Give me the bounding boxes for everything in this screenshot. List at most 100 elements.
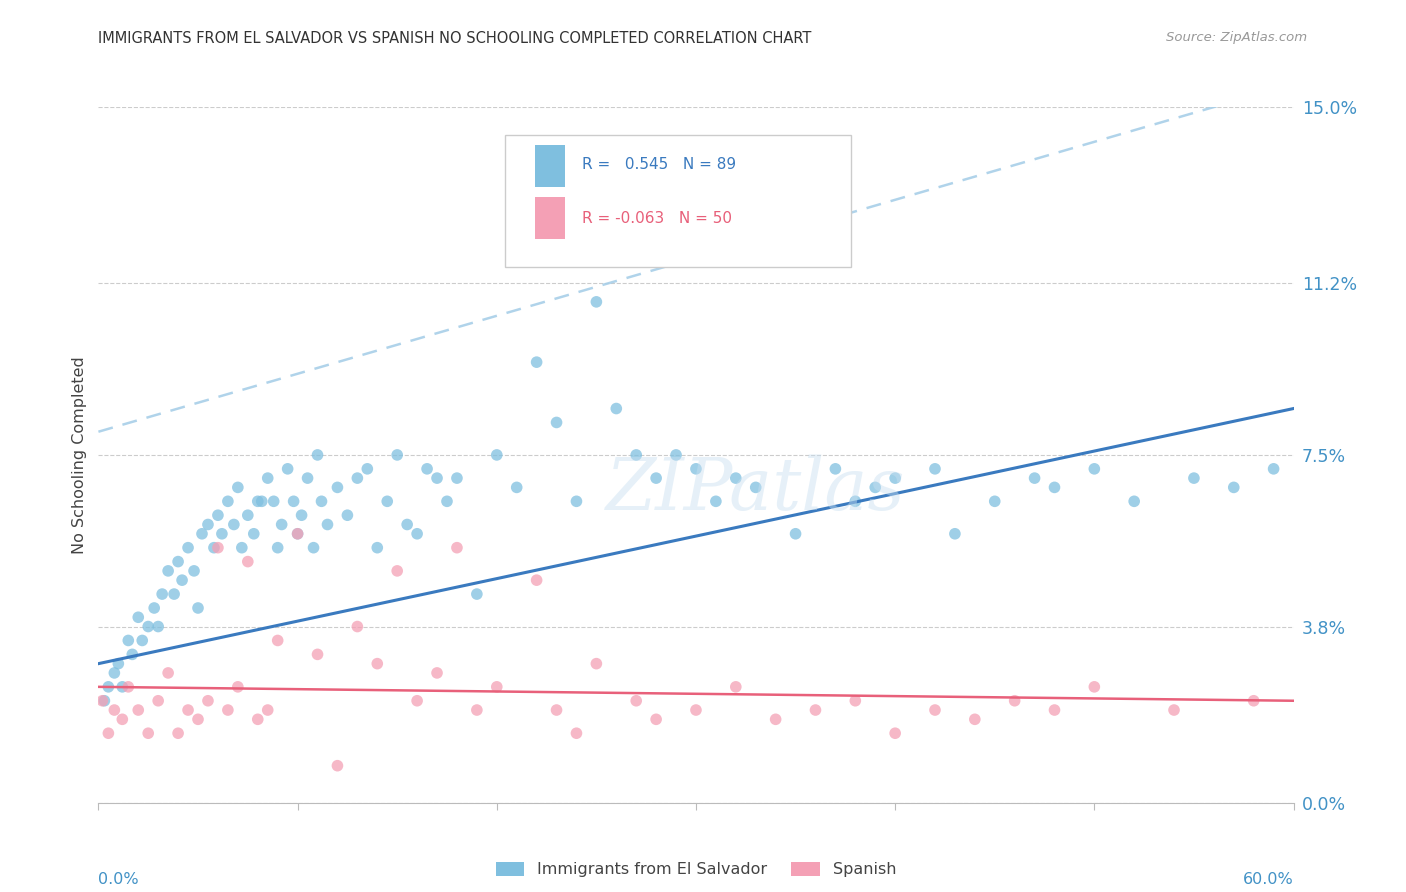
Point xyxy=(416,462,439,476)
Text: R =   0.545   N = 89: R = 0.545 N = 89 xyxy=(582,157,737,171)
Point xyxy=(844,694,866,708)
Point xyxy=(311,494,333,508)
Point xyxy=(202,541,225,555)
Point xyxy=(136,619,159,633)
Point xyxy=(924,703,946,717)
Point xyxy=(167,555,190,569)
Point xyxy=(396,517,419,532)
Point xyxy=(506,480,529,494)
Point xyxy=(103,703,125,717)
Point xyxy=(585,657,607,671)
Point xyxy=(924,462,946,476)
Point xyxy=(585,294,607,309)
Point xyxy=(150,587,173,601)
Point xyxy=(231,541,253,555)
Point xyxy=(824,462,846,476)
Point xyxy=(626,448,648,462)
Point xyxy=(943,526,966,541)
Point xyxy=(136,726,159,740)
Text: IMMIGRANTS FROM EL SALVADOR VS SPANISH NO SCHOOLING COMPLETED CORRELATION CHART: IMMIGRANTS FROM EL SALVADOR VS SPANISH N… xyxy=(98,31,811,46)
FancyBboxPatch shape xyxy=(505,135,852,267)
Point xyxy=(436,494,458,508)
Point xyxy=(270,517,292,532)
Point xyxy=(226,480,249,494)
Point xyxy=(236,508,259,523)
Point xyxy=(1083,680,1105,694)
Point xyxy=(626,694,648,708)
Point xyxy=(366,541,388,555)
Point xyxy=(724,471,747,485)
Point xyxy=(1043,480,1066,494)
Bar xyxy=(534,197,565,239)
Text: R = -0.063   N = 50: R = -0.063 N = 50 xyxy=(582,211,733,226)
Point xyxy=(465,587,488,601)
Point xyxy=(446,541,468,555)
Point xyxy=(211,526,233,541)
Point xyxy=(426,471,449,485)
Point xyxy=(222,517,245,532)
Point xyxy=(148,694,170,708)
Point xyxy=(546,416,568,430)
Point xyxy=(724,680,747,694)
Point xyxy=(745,480,768,494)
Point xyxy=(884,471,907,485)
Point xyxy=(263,494,285,508)
Point xyxy=(177,703,200,717)
Point xyxy=(1123,494,1146,508)
Point xyxy=(177,541,200,555)
Point xyxy=(217,703,239,717)
Point xyxy=(485,680,508,694)
Point xyxy=(187,712,209,726)
Point xyxy=(226,680,249,694)
Point xyxy=(785,526,807,541)
Point xyxy=(277,462,299,476)
Point xyxy=(406,526,429,541)
Point xyxy=(704,494,727,508)
Point xyxy=(157,665,180,680)
Point xyxy=(121,648,143,662)
Text: 60.0%: 60.0% xyxy=(1243,872,1294,888)
Point xyxy=(1182,471,1205,485)
Point xyxy=(236,555,259,569)
Point xyxy=(127,703,149,717)
Point xyxy=(191,526,214,541)
Point xyxy=(117,633,139,648)
Point xyxy=(1163,703,1185,717)
Point xyxy=(167,726,190,740)
Point xyxy=(984,494,1007,508)
Point xyxy=(217,494,239,508)
Point xyxy=(526,573,548,587)
Point xyxy=(863,480,887,494)
Point xyxy=(465,703,488,717)
Point xyxy=(316,517,339,532)
Point xyxy=(97,680,120,694)
Point xyxy=(207,508,229,523)
Point xyxy=(665,448,688,462)
Point xyxy=(256,471,278,485)
Point xyxy=(127,610,149,624)
Point xyxy=(117,680,139,694)
Text: ZIPatlas: ZIPatlas xyxy=(606,454,905,525)
Point xyxy=(1024,471,1046,485)
Point xyxy=(1083,462,1105,476)
Point xyxy=(685,703,707,717)
Point xyxy=(426,665,449,680)
Point xyxy=(1243,694,1265,708)
Point xyxy=(765,712,787,726)
Point xyxy=(111,680,134,694)
Point xyxy=(287,526,309,541)
Point xyxy=(307,648,329,662)
Point xyxy=(163,587,186,601)
Point xyxy=(1223,480,1246,494)
Point xyxy=(172,573,194,587)
Point xyxy=(685,462,707,476)
Point xyxy=(246,712,269,726)
Point xyxy=(103,665,125,680)
Point xyxy=(645,471,668,485)
Point xyxy=(243,526,266,541)
Point xyxy=(143,601,166,615)
Point xyxy=(97,726,120,740)
Point xyxy=(148,619,170,633)
Point xyxy=(963,712,986,726)
Point xyxy=(565,494,588,508)
